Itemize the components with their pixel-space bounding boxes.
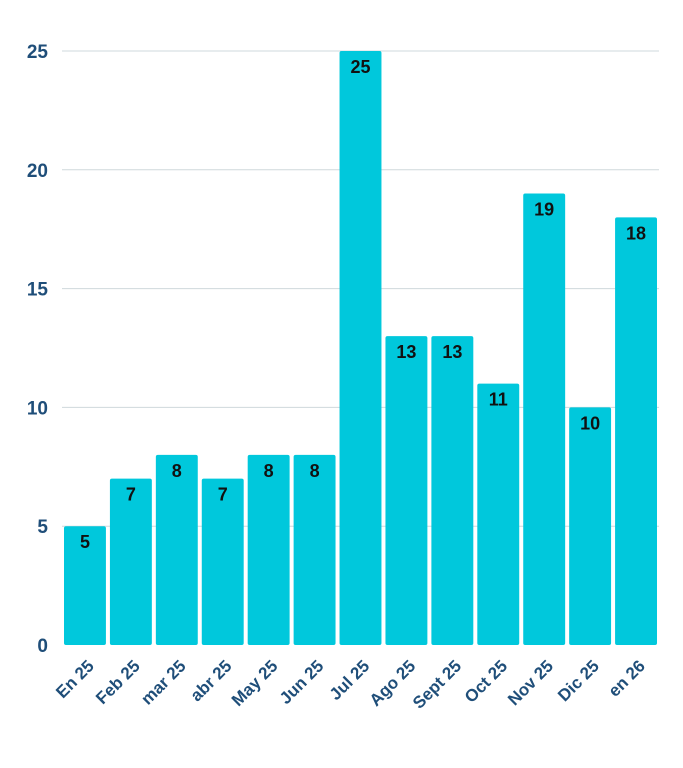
bar	[569, 407, 612, 645]
bar	[64, 526, 106, 645]
x-tick-label: Oct 25	[461, 656, 511, 706]
x-tick-label: mar 25	[137, 656, 189, 708]
bar	[385, 336, 428, 645]
data-label: 19	[534, 200, 554, 220]
y-tick-label: 0	[37, 636, 48, 657]
data-label: 13	[396, 342, 416, 362]
bars	[64, 51, 657, 645]
bar	[339, 51, 382, 645]
data-label: 8	[310, 461, 320, 481]
y-tick-label: 5	[37, 517, 48, 538]
x-tick-label: Dic 25	[554, 656, 603, 705]
x-tick-label: Nov 25	[504, 656, 557, 709]
bar	[431, 336, 474, 645]
bar	[247, 454, 290, 645]
y-tick-label: 25	[27, 42, 49, 63]
x-tick-label: Jun 25	[276, 656, 328, 708]
bar	[523, 193, 566, 645]
y-tick-label: 20	[27, 161, 48, 182]
data-label: 8	[264, 461, 274, 481]
data-label: 11	[489, 390, 508, 410]
data-label: 8	[172, 461, 182, 481]
x-tick-label: en 26	[605, 656, 649, 700]
bar	[109, 478, 152, 645]
bar	[155, 454, 198, 645]
y-axis-ticks: 0 5 10 15 20 25	[27, 42, 49, 657]
data-label: 5	[80, 532, 90, 552]
bar	[293, 454, 336, 645]
data-label: 7	[126, 485, 136, 505]
bar	[201, 478, 244, 645]
data-label: 7	[218, 485, 228, 505]
bar	[615, 217, 657, 645]
data-label: 18	[626, 223, 646, 243]
data-label: 13	[442, 342, 462, 362]
bar	[477, 383, 520, 645]
y-tick-label: 15	[27, 280, 49, 301]
x-tick-label: Feb 25	[92, 656, 144, 708]
data-label: 10	[580, 413, 600, 433]
data-labels: 5 7 8 7 8 8 25 13 13 11 19 10 18	[80, 57, 646, 552]
data-label: 25	[350, 57, 370, 77]
x-tick-label: May 25	[228, 656, 282, 710]
y-tick-label: 10	[27, 398, 48, 419]
x-tick-label: En 25	[52, 656, 98, 702]
x-tick-label: Sept 25	[409, 656, 465, 712]
